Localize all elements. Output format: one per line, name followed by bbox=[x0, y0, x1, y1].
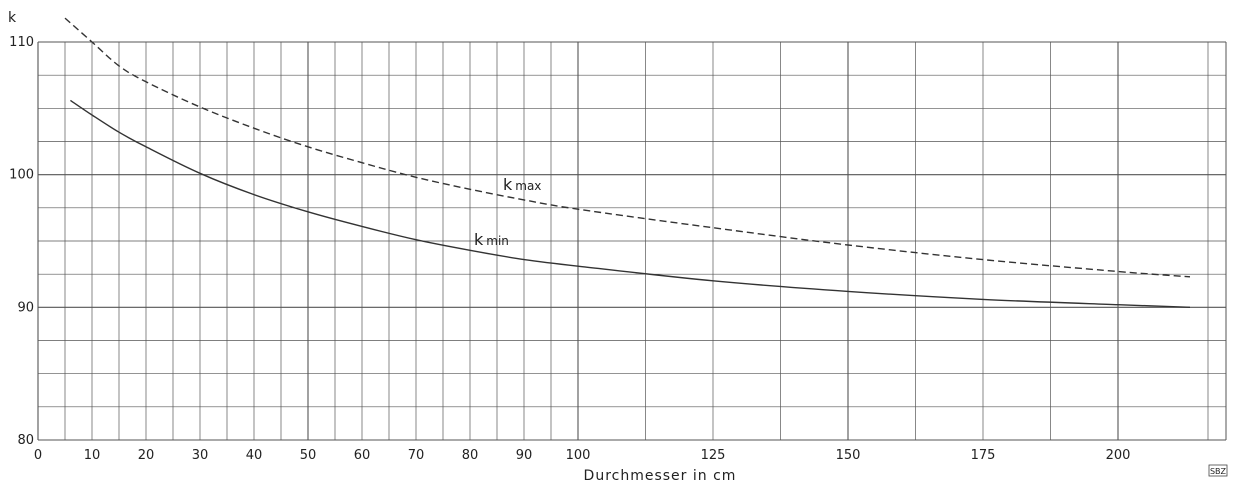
series-label-kmin: k min bbox=[474, 230, 509, 249]
x-tick-label: 90 bbox=[516, 448, 533, 463]
x-tick-label: 80 bbox=[462, 448, 479, 463]
x-tick-label: 70 bbox=[408, 448, 425, 463]
y-tick-label: 90 bbox=[17, 300, 34, 315]
x-tick-label: 60 bbox=[354, 448, 371, 463]
x-axis-label: Durchmesser in cm bbox=[584, 468, 737, 484]
y-tick-label: 100 bbox=[9, 168, 34, 183]
x-tick-label: 30 bbox=[192, 448, 209, 463]
series-line-kmin bbox=[70, 99, 1191, 308]
x-tick-label: 150 bbox=[836, 448, 861, 463]
x-tick-label: 100 bbox=[566, 448, 591, 463]
series-lines bbox=[64, 17, 1191, 308]
x-tick-label: 175 bbox=[971, 448, 996, 463]
x-tick-label: 200 bbox=[1106, 448, 1131, 463]
svg-text:SBZ: SBZ bbox=[1210, 467, 1227, 476]
y-axis-label: k bbox=[8, 10, 17, 26]
sbz-badge: SBZ bbox=[1208, 464, 1228, 477]
series-line-kmax bbox=[64, 17, 1191, 278]
y-tick-label: 110 bbox=[9, 35, 34, 50]
y-tick-label: 80 bbox=[17, 433, 34, 448]
y-tick-labels: 80 90 100 110 bbox=[9, 35, 34, 448]
x-tick-label: 40 bbox=[246, 448, 263, 463]
x-tick-label: 0 bbox=[34, 448, 42, 463]
series-label-kmax: k max bbox=[503, 175, 541, 194]
x-tick-label: 10 bbox=[84, 448, 101, 463]
x-tick-label: 125 bbox=[701, 448, 726, 463]
x-tick-labels: 0 10 20 30 40 50 60 70 80 90 100 125 150 175 200 bbox=[34, 448, 1131, 463]
grid bbox=[37, 41, 1227, 441]
x-tick-label: 20 bbox=[138, 448, 155, 463]
x-tick-label: 50 bbox=[300, 448, 317, 463]
